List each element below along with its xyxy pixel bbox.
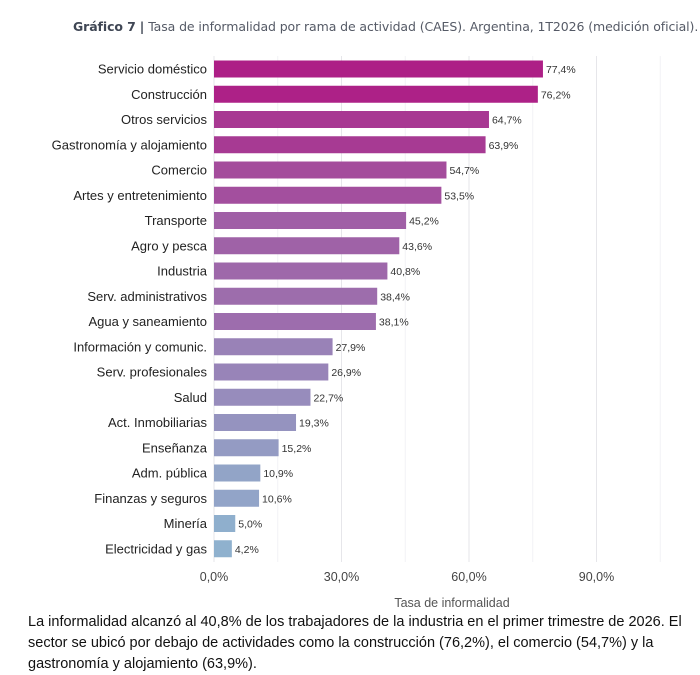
- x-tick-label: 90,0%: [579, 570, 614, 584]
- category-label: Construcción: [131, 87, 207, 102]
- category-label: Agua y saneamiento: [88, 314, 207, 329]
- value-label: 77,4%: [546, 64, 576, 76]
- bar: [214, 85, 538, 103]
- category-label: Adm. pública: [132, 466, 208, 481]
- bar: [214, 540, 232, 558]
- value-label: 10,9%: [263, 468, 293, 480]
- value-label: 27,9%: [336, 342, 366, 354]
- bar: [214, 161, 447, 179]
- bar: [214, 313, 376, 330]
- bar: [214, 515, 236, 532]
- category-label: Serv. administrativos: [87, 289, 207, 304]
- value-label: 38,4%: [380, 291, 410, 303]
- value-label: 19,3%: [299, 418, 329, 430]
- category-label: Servicio doméstico: [98, 62, 207, 77]
- bar: [214, 363, 329, 381]
- bar: [214, 338, 333, 356]
- value-label: 40,8%: [390, 266, 420, 278]
- bar: [214, 262, 388, 280]
- x-tick-label: 0,0%: [200, 570, 229, 584]
- bar-chart: Servicio doméstico 77,4% Construcción 76,2%…: [52, 56, 661, 610]
- value-label: 53,5%: [444, 190, 474, 202]
- figure-title-text: Tasa de informalidad por rama de activid…: [148, 19, 699, 34]
- bar: [214, 464, 261, 482]
- value-label: 63,9%: [489, 140, 519, 152]
- category-label: Otros servicios: [121, 112, 207, 127]
- title-separator: |: [139, 19, 145, 34]
- category-label: Gastronomía y alojamiento: [52, 137, 207, 152]
- value-label: 45,2%: [409, 216, 439, 228]
- category-label: Enseñanza: [142, 440, 208, 455]
- value-label: 5,0%: [238, 519, 262, 531]
- value-label: 38,1%: [379, 317, 409, 329]
- value-label: 43,6%: [402, 241, 432, 253]
- bar: [214, 136, 486, 154]
- value-label: 15,2%: [282, 443, 312, 455]
- category-label: Artes y entretenimiento: [73, 188, 207, 203]
- category-label: Información y comunic.: [73, 339, 207, 354]
- category-label: Industria: [157, 264, 208, 279]
- x-tick-label: 60,0%: [451, 570, 486, 584]
- category-label: Salud: [174, 390, 207, 405]
- bar: [214, 212, 407, 229]
- bar: [214, 60, 543, 78]
- category-label: Transporte: [145, 213, 207, 228]
- bar: [214, 388, 311, 406]
- category-label: Minería: [164, 516, 208, 531]
- value-label: 4,2%: [235, 544, 259, 556]
- x-axis-title: Tasa de informalidad: [394, 596, 509, 610]
- category-label: Finanzas y seguros: [94, 491, 207, 506]
- value-label: 64,7%: [492, 115, 522, 127]
- bar: [214, 414, 297, 431]
- bar: [214, 489, 260, 507]
- x-tick-label: 30,0%: [324, 570, 359, 584]
- chart-caption: La informalidad alcanzó al 40,8% de los …: [28, 614, 682, 672]
- figure-label: Gráfico 7: [73, 19, 136, 34]
- category-label: Agro y pesca: [131, 238, 208, 253]
- bar: [214, 186, 442, 204]
- value-label: 76,2%: [541, 89, 571, 101]
- category-label: Serv. profesionales: [97, 365, 208, 380]
- category-label: Act. Inmobiliarias: [108, 415, 207, 430]
- value-label: 54,7%: [449, 165, 479, 177]
- value-label: 26,9%: [331, 367, 361, 379]
- category-label: Electricidad y gas: [105, 541, 207, 556]
- chart-title: Gráfico 7 | Tasa de informalidad por rama …: [73, 19, 698, 34]
- bar: [214, 111, 489, 128]
- bar: [214, 439, 279, 457]
- category-label: Comercio: [151, 163, 207, 178]
- value-label: 22,7%: [313, 392, 343, 404]
- value-label: 10,6%: [262, 493, 292, 505]
- bar: [214, 287, 378, 305]
- bar: [214, 237, 400, 255]
